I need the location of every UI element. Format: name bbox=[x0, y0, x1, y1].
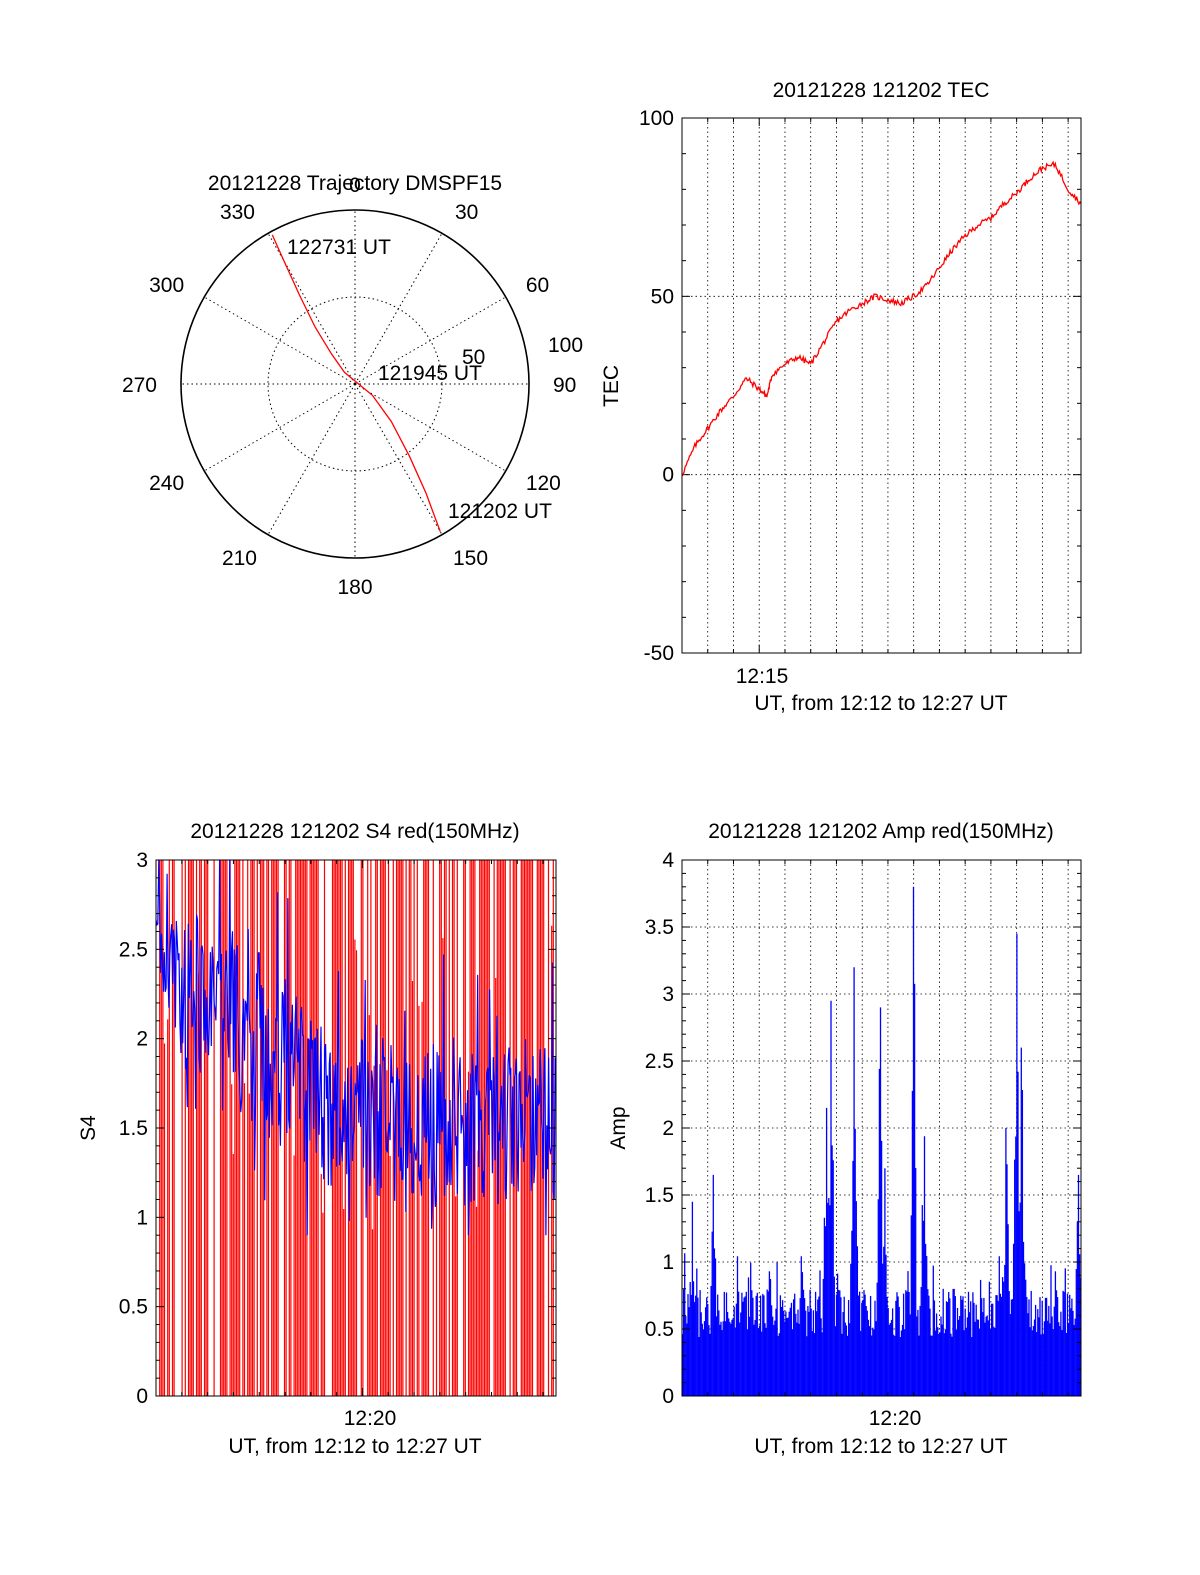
angle-label: 330 bbox=[220, 201, 255, 224]
angle-label: 120 bbox=[526, 472, 561, 495]
annotation-start-time: 121202 UT bbox=[448, 500, 552, 523]
angle-labels: 0 30 60 90 120 150 180 210 240 270 300 330 bbox=[122, 174, 576, 599]
angle-label: 150 bbox=[453, 547, 488, 570]
polar-spoke bbox=[354, 233, 443, 385]
y-tick-label: 2 bbox=[662, 1117, 674, 1140]
amp-ticks bbox=[681, 859, 1081, 1397]
angle-label: 210 bbox=[222, 547, 257, 570]
y-tick-label: 3.5 bbox=[645, 916, 674, 939]
angle-label: 300 bbox=[149, 274, 184, 297]
y-tick-label: 0.5 bbox=[645, 1318, 674, 1341]
amp-y-axis-label: Amp bbox=[607, 1106, 630, 1149]
s4-x-axis-label: UT, from 12:12 to 12:27 UT bbox=[228, 1435, 481, 1458]
angle-label: 180 bbox=[337, 576, 372, 599]
y-tick-label: 1.5 bbox=[645, 1184, 674, 1207]
s4-ticks bbox=[155, 859, 556, 1397]
tec-x-tick-label: 12:15 bbox=[736, 665, 789, 688]
amp-plot-frame bbox=[681, 859, 1082, 1397]
polar-spoke bbox=[354, 383, 506, 472]
tec-plot-frame bbox=[681, 117, 1082, 654]
s4-x-tick-label: 12:20 bbox=[344, 1407, 397, 1430]
tec-panel: 20121228 121202 TEC -50 0 50 100 12:15 UT, … bbox=[600, 79, 1082, 715]
trajectory-line bbox=[271, 234, 441, 532]
s4-title: 20121228 121202 S4 red(150MHz) bbox=[190, 820, 519, 843]
polar-outer-circle bbox=[180, 209, 530, 559]
polar-spoke bbox=[354, 383, 443, 535]
y-tick-label: 1 bbox=[662, 1251, 674, 1274]
polar-spoke bbox=[354, 296, 506, 385]
y-tick-label: -50 bbox=[644, 642, 674, 665]
polar-grid bbox=[180, 209, 530, 559]
y-tick-label: 1 bbox=[136, 1206, 148, 1229]
radius-label-50: 50 bbox=[462, 346, 485, 369]
amp-x-tick-label: 12:20 bbox=[869, 1407, 922, 1430]
y-tick-label: 1.5 bbox=[119, 1117, 148, 1140]
y-tick-label: 0.5 bbox=[119, 1296, 148, 1319]
y-tick-label: 0 bbox=[136, 1385, 148, 1408]
s4-y-tick-labels: 0 0.5 1 1.5 2 2.5 3 bbox=[119, 849, 148, 1408]
angle-label: 0 bbox=[349, 174, 361, 197]
y-tick-label: 2.5 bbox=[119, 938, 148, 961]
y-tick-label: 50 bbox=[651, 285, 674, 308]
s4-plot-frame bbox=[155, 859, 557, 1397]
y-tick-label: 3 bbox=[662, 983, 674, 1006]
angle-label: 90 bbox=[553, 374, 576, 397]
tec-grid bbox=[682, 117, 1081, 654]
y-tick-label: 0 bbox=[662, 464, 674, 487]
angle-label: 60 bbox=[526, 274, 549, 297]
trajectory-panel: 20121228 Trajectory DMSPF15 0 30 60 90 120 15… bbox=[122, 172, 583, 599]
polar-spoke bbox=[204, 383, 356, 472]
amp-title: 20121228 121202 Amp red(150MHz) bbox=[708, 820, 1054, 843]
amp-x-axis-label: UT, from 12:12 to 12:27 UT bbox=[754, 1435, 1007, 1458]
y-tick-label: 100 bbox=[639, 107, 674, 130]
tec-y-axis-label: TEC bbox=[600, 365, 623, 407]
annotation-mid-time: 121945 UT bbox=[378, 362, 482, 385]
angle-label: 270 bbox=[122, 374, 157, 397]
tec-y-tick-labels: -50 0 50 100 bbox=[639, 107, 674, 665]
s4-y-axis-label: S4 bbox=[77, 1115, 100, 1141]
y-tick-label: 2.5 bbox=[645, 1050, 674, 1073]
tec-title: 20121228 121202 TEC bbox=[773, 79, 990, 102]
trajectory-title: 20121228 Trajectory DMSPF15 bbox=[208, 172, 502, 195]
tec-x-axis-label: UT, from 12:12 to 12:27 UT bbox=[754, 692, 1007, 715]
radius-label-100: 100 bbox=[548, 334, 583, 357]
tec-series-line bbox=[681, 160, 1082, 477]
angle-label: 30 bbox=[455, 201, 478, 224]
s4-blue-series-line bbox=[155, 859, 556, 1236]
s4-panel: 20121228 121202 S4 red(150MHz) 0 0.5 1 1.5 2… bbox=[77, 820, 557, 1458]
amp-panel: 20121228 121202 Amp red(150MHz) 0 0.5 1 1.5… bbox=[607, 820, 1082, 1458]
polar-spoke bbox=[267, 383, 356, 535]
y-tick-label: 0 bbox=[662, 1385, 674, 1408]
amp-y-tick-labels: 0 0.5 1 1.5 2 2.5 3 3.5 4 bbox=[645, 849, 675, 1408]
angle-label: 240 bbox=[149, 472, 184, 495]
y-tick-label: 2 bbox=[136, 1028, 148, 1051]
annotation-end-time: 122731 UT bbox=[287, 236, 391, 259]
amp-blue-series bbox=[681, 886, 1082, 1396]
y-tick-label: 4 bbox=[662, 849, 674, 872]
y-tick-label: 3 bbox=[136, 849, 148, 872]
polar-spoke bbox=[204, 296, 356, 385]
